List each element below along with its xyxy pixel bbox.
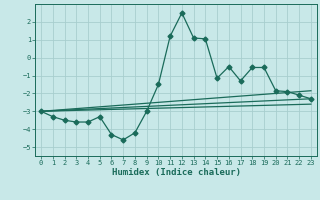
X-axis label: Humidex (Indice chaleur): Humidex (Indice chaleur) — [111, 168, 241, 177]
